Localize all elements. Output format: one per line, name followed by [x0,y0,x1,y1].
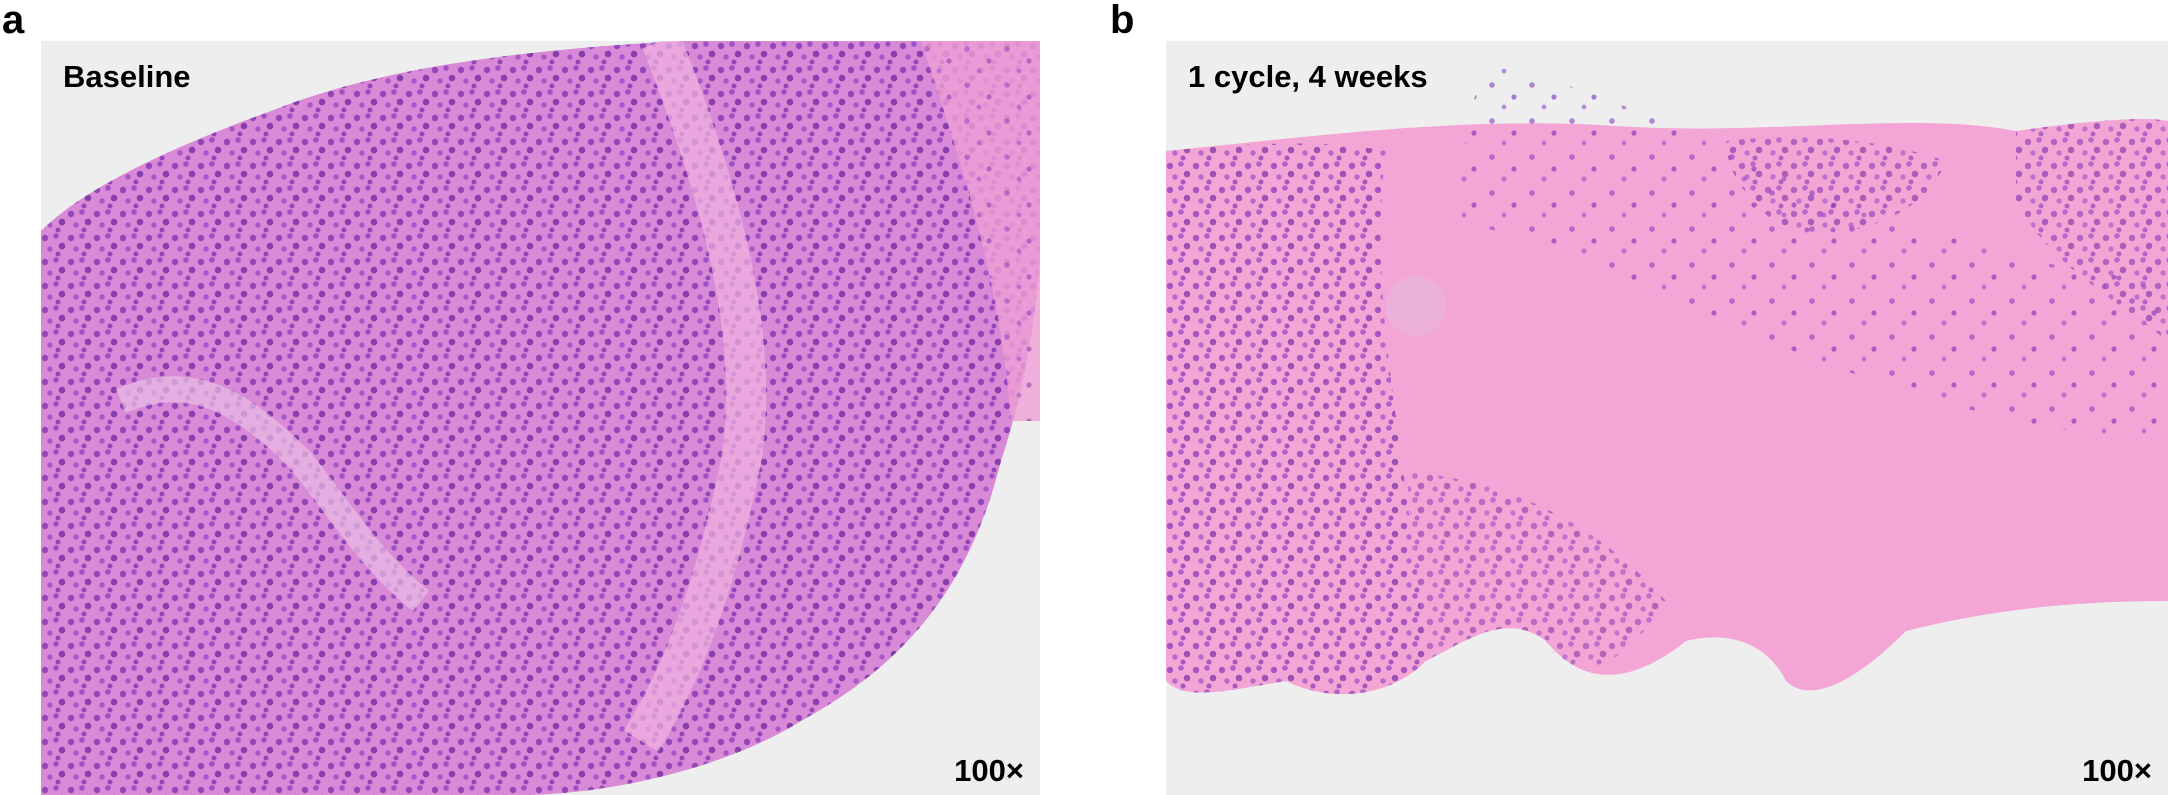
panel-caption: Baseline [63,59,191,94]
micrograph: 1 cycle, 4 weeks 100× [1166,41,2168,795]
panel-letter: a [2,0,25,42]
magnification: 100× [2082,753,2152,788]
panel-caption: 1 cycle, 4 weeks [1188,59,1428,94]
micrograph: Baseline 100× [41,41,1040,795]
tissue-image [41,41,1040,795]
magnification: 100× [954,753,1024,788]
panel-letter: b [1110,0,1135,42]
tissue-image [1166,62,2168,695]
